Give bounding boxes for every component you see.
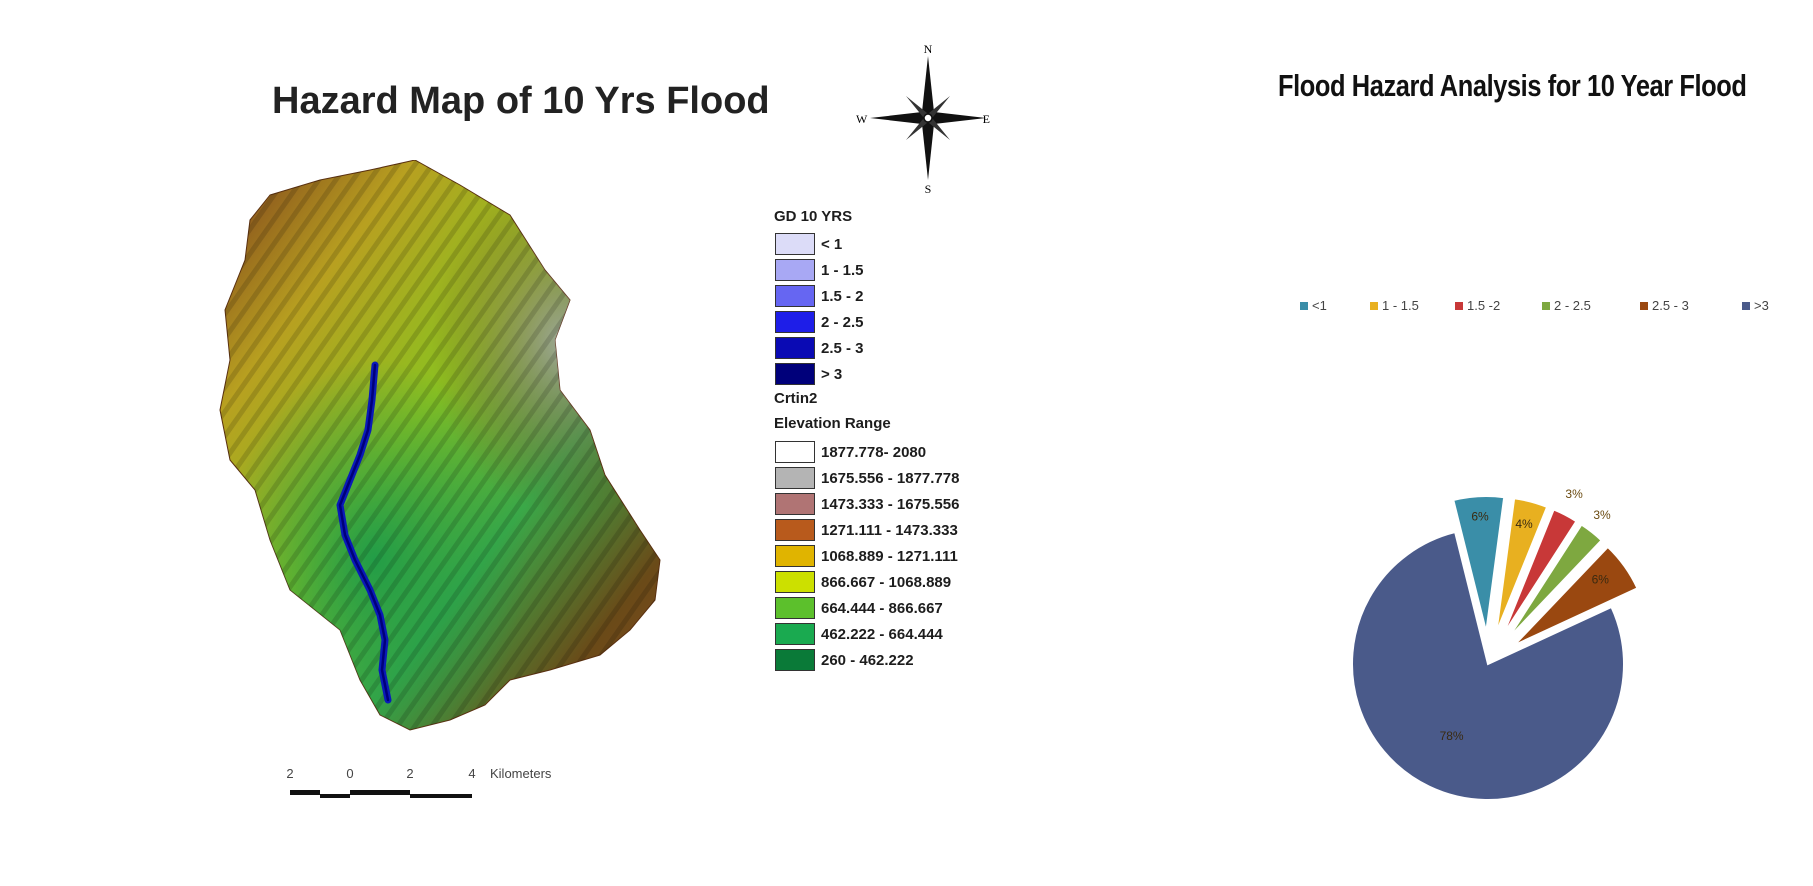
chart-title: Flood Hazard Analysis for 10 Year Flood [1278, 68, 1747, 103]
pie-slice-label: 6% [1471, 510, 1489, 524]
chart-legend-label: 1.5 -2 [1467, 298, 1501, 313]
gd-legend-item: > 3 [775, 362, 842, 386]
scale-tick-label: 2 [286, 766, 293, 781]
gd-legend-item: 2 - 2.5 [775, 310, 864, 334]
chart-legend-swatch [1455, 301, 1463, 310]
chart-legend-item: 2.5 - 3 [1640, 298, 1689, 313]
chart-legend-label: >3 [1754, 298, 1769, 313]
elevation-legend-item: 1271.111 - 1473.333 [775, 518, 958, 542]
chart-legend-item: <1 [1300, 298, 1327, 313]
elevation-legend-label: 462.222 - 664.444 [821, 625, 943, 643]
gd-legend-item: 2.5 - 3 [775, 336, 864, 360]
chart-legend-swatch [1542, 301, 1550, 310]
elevation-legend-item: 866.667 - 1068.889 [775, 570, 951, 594]
scale-bar: 2 0 2 4 Kilometers [286, 766, 552, 798]
elevation-legend-item: 1877.778- 2080 [775, 440, 926, 464]
pie-slice-label: 3% [1565, 487, 1583, 501]
elevation-legend-item: 1473.333 - 1675.556 [775, 492, 959, 516]
pie-slice [1495, 497, 1549, 634]
pie-slice [1506, 523, 1603, 640]
chart-legend-swatch [1742, 301, 1750, 310]
crtin-label: Crtin2 [774, 390, 818, 407]
compass-n-label: N [924, 42, 933, 56]
elevation-legend-label: 664.444 - 866.667 [821, 599, 943, 617]
pie-slice [1452, 495, 1506, 633]
elevation-legend-item: 664.444 - 866.667 [775, 596, 943, 620]
hazard-map-image [219, 160, 661, 731]
gd-legend-label: 2.5 - 3 [821, 339, 864, 357]
elevation-legend-label: 260 - 462.222 [821, 651, 914, 669]
gd-legend-item: < 1 [775, 232, 842, 256]
scale-tick-label: 0 [346, 766, 353, 781]
pie-slice-label: 4% [1515, 517, 1533, 531]
chart-legend-item: 1 - 1.5 [1370, 298, 1419, 313]
elevation-legend-label: 1473.333 - 1675.556 [821, 495, 960, 513]
chart-legend-swatch [1300, 301, 1308, 310]
elevation-legend-item: 462.222 - 664.444 [775, 622, 943, 646]
chart-legend-label: 2 - 2.5 [1554, 298, 1591, 313]
chart-legend-label: <1 [1312, 298, 1327, 313]
pie-slice [1351, 530, 1625, 801]
chart-legend-swatch [1370, 301, 1378, 310]
elevation-legend-label: 1675.556 - 1877.778 [821, 469, 960, 487]
elevation-legend-label: 1877.778- 2080 [821, 443, 927, 461]
chart-legend-label: 1 - 1.5 [1382, 298, 1419, 313]
gd-legend-label: 1 - 1.5 [821, 261, 864, 279]
gd-legend-label: 1.5 - 2 [821, 287, 864, 305]
gd-legend-label: > 3 [821, 365, 843, 383]
gd-legend-title: GD 10 YRS [774, 208, 853, 225]
elevation-legend-title: Elevation Range [774, 415, 891, 432]
elevation-legend-item: 1675.556 - 1877.778 [775, 466, 959, 490]
elevation-legend-label: 1271.111 - 1473.333 [821, 521, 958, 539]
elevation-legend-label: 866.667 - 1068.889 [821, 573, 952, 591]
chart-legend-label: 2.5 - 3 [1652, 298, 1689, 313]
gd-legend-label: < 1 [821, 235, 843, 253]
pie-slice-label: 6% [1592, 573, 1610, 587]
scale-tick-label: 2 [406, 766, 413, 781]
compass-e-label: E [983, 112, 990, 126]
pie-slice-label: 78% [1440, 729, 1464, 743]
chart-legend-item: >3 [1742, 298, 1769, 313]
chart-legend-item: 2 - 2.5 [1542, 298, 1591, 313]
chart-legend-item: 1.5 -2 [1455, 298, 1500, 313]
compass-w-label: W [856, 112, 868, 126]
elevation-legend-item: 260 - 462.222 [775, 648, 914, 672]
north-arrow-compass-icon: N S E W [856, 42, 990, 195]
pie-slice-label: 3% [1593, 508, 1611, 522]
map-title: Hazard Map of 10 Yrs Flood [272, 80, 770, 122]
scale-unit-label: Kilometers [490, 766, 552, 781]
pie-slice [1513, 545, 1639, 647]
pie-chart: 6% 4% 3% 3% 6% 78% [1351, 487, 1639, 801]
scale-tick-label: 4 [468, 766, 475, 781]
compass-s-label: S [925, 182, 932, 195]
chart-legend: <1 1 - 1.5 1.5 -2 2 - 2.5 2.5 - 3 >3 [1300, 298, 1800, 322]
chart-legend-swatch [1640, 301, 1648, 310]
gd-legend-item: 1.5 - 2 [775, 284, 864, 308]
elevation-legend-label: 1068.889 - 1271.111 [821, 547, 958, 565]
gd-legend-label: 2 - 2.5 [821, 313, 864, 331]
pie-slice [1501, 508, 1578, 637]
gd-legend-item: 1 - 1.5 [775, 258, 864, 282]
elevation-legend-item: 1068.889 - 1271.111 [775, 544, 958, 568]
